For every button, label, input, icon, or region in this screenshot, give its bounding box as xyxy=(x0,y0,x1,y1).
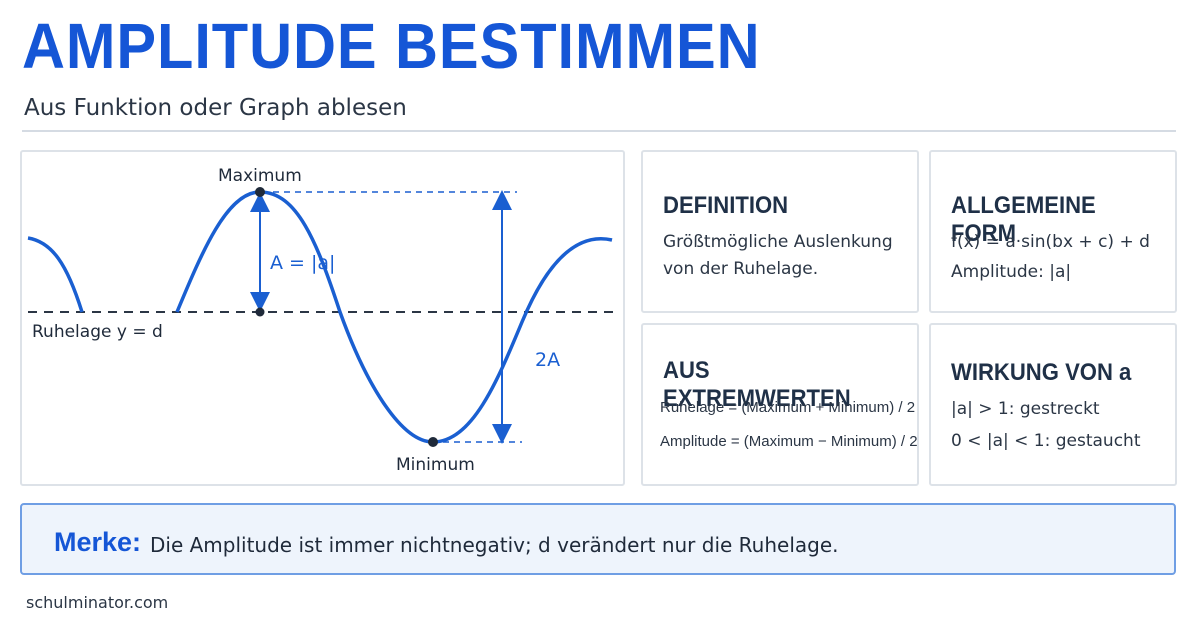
remember-note: Merke: Die Amplitude ist immer nichtnega… xyxy=(20,503,1176,575)
minimum-label: Minimum xyxy=(396,455,475,475)
rest-point xyxy=(255,307,265,317)
general-form-formula: f(x) = a·sin(bx + c) + d xyxy=(951,232,1150,252)
rest-line-label: Ruhelage y = d xyxy=(32,322,163,342)
maximum-label: Maximum xyxy=(218,166,302,186)
minimum-point xyxy=(428,437,438,447)
page-subtitle: Aus Funktion oder Graph ablesen xyxy=(24,95,407,121)
page-title: AMPLITUDE BESTIMMEN xyxy=(22,10,761,82)
effect-card: WIRKUNG VON a |a| > 1: gestreckt 0 < |a|… xyxy=(929,323,1177,486)
general-form-title: ALLGEMEINE FORM xyxy=(951,192,1096,247)
effect-compressed: 0 < |a| < 1: gestaucht xyxy=(951,431,1141,451)
header-divider xyxy=(22,130,1176,132)
definition-line-2: von der Ruhelage. xyxy=(663,259,819,279)
maximum-point xyxy=(255,187,265,197)
double-amplitude-label: 2A xyxy=(535,349,560,371)
definition-line-1: Größtmögliche Auslenkung xyxy=(663,232,893,252)
sine-curve-left xyxy=(27,236,84,313)
sine-diagram: Maximum Minimum Ruhelage y = d A = |a| 2… xyxy=(27,166,617,475)
amplitude-label: A = |a| xyxy=(270,252,335,274)
definition-card: DEFINITION Größtmögliche Auslenkung von … xyxy=(641,150,919,313)
general-form-card: ALLGEMEINE FORM f(x) = a·sin(bx + c) + d… xyxy=(929,150,1177,313)
sine-curve-main xyxy=(175,190,613,444)
definition-title: DEFINITION xyxy=(663,192,789,219)
extremes-amplitude-formula: Amplitude = (Maximum − Minimum) / 2 xyxy=(660,433,918,450)
extremes-rest-formula: Ruhelage = (Maximum + Minimum) / 2 xyxy=(660,399,916,416)
general-form-amplitude: Amplitude: |a| xyxy=(951,262,1072,282)
remember-text: Die Amplitude ist immer nichtnegativ; d … xyxy=(150,533,839,557)
effect-stretched: |a| > 1: gestreckt xyxy=(951,399,1100,419)
footer-source: schulminator.com xyxy=(26,593,169,612)
effect-title: WIRKUNG VON a xyxy=(951,359,1132,386)
graph-card: Maximum Minimum Ruhelage y = d A = |a| 2… xyxy=(20,150,625,486)
extremes-title: AUS EXTREMWERTEN xyxy=(663,357,851,412)
remember-label: Merke: xyxy=(54,527,142,557)
extremes-card: AUS EXTREMWERTEN Ruhelage = (Maximum + M… xyxy=(641,323,919,486)
